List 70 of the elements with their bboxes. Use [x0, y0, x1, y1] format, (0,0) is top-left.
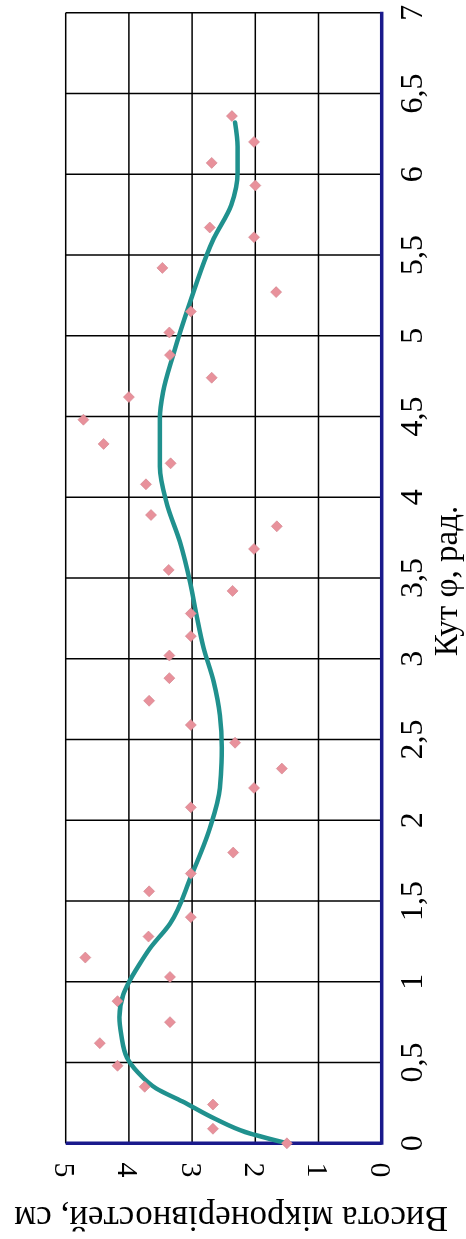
point [163, 326, 176, 339]
point [94, 1037, 106, 1049]
point [226, 585, 239, 597]
point [142, 930, 155, 943]
x-tick-label: 1 [302, 1162, 335, 1178]
y-tick-label: 4,5 [393, 396, 429, 437]
point [143, 885, 155, 898]
point [249, 179, 262, 192]
point [185, 867, 197, 880]
point [163, 672, 176, 684]
x-tick-label: 2 [238, 1162, 272, 1178]
y-tick-label: 5,5 [393, 234, 429, 275]
point [164, 349, 176, 361]
point [270, 286, 282, 298]
point [111, 1059, 124, 1072]
point [227, 846, 239, 859]
y-tick-label: 6,5 [393, 73, 429, 114]
point [270, 520, 283, 533]
point [248, 782, 260, 794]
point [229, 736, 241, 749]
point [185, 630, 197, 642]
point [143, 694, 155, 707]
point [185, 305, 197, 318]
point [276, 762, 288, 775]
y-tick-label: 5 [393, 327, 429, 344]
point [185, 719, 197, 731]
point [164, 457, 177, 470]
y-tick-label: 7 [393, 4, 429, 21]
point [162, 564, 175, 576]
y-tick-label: 4 [393, 489, 429, 506]
point [226, 110, 238, 122]
point [164, 1016, 176, 1028]
x-tick-label: 0 [365, 1162, 399, 1178]
y-tick-label: 6 [393, 166, 429, 183]
y-tick-label: 3,5 [393, 558, 429, 598]
x-tick-label: 5 [49, 1162, 83, 1178]
point [163, 649, 176, 662]
y-tick-label: 2,5 [393, 719, 429, 760]
y-tick-label: 2 [393, 812, 429, 829]
point [185, 801, 197, 814]
point [185, 911, 197, 923]
point [79, 951, 92, 964]
point [77, 413, 90, 426]
point [207, 1122, 219, 1135]
point [248, 543, 260, 555]
point [205, 371, 218, 384]
point [281, 1137, 293, 1150]
y-tick-label: 1 [393, 973, 429, 990]
point [156, 262, 169, 274]
point [205, 157, 218, 169]
point [248, 136, 260, 148]
x-axis-title: Висота мікронерівностей, см [14, 1198, 448, 1238]
y-tick-label: 1,5 [393, 881, 429, 922]
y-tick-label: 3 [393, 650, 429, 667]
y-axis-title: Кут φ, рад. [428, 505, 464, 657]
point [97, 438, 110, 450]
point [248, 231, 260, 243]
point [111, 995, 124, 1007]
y-tick-label: 0,5 [393, 1042, 429, 1083]
y-tick-label: 0 [393, 1135, 429, 1152]
point [207, 1098, 219, 1111]
point [140, 478, 152, 491]
point [123, 391, 135, 403]
x-tick-label: 3 [175, 1162, 209, 1178]
point [204, 221, 216, 234]
point [138, 1080, 151, 1093]
point [185, 607, 197, 620]
point [164, 971, 176, 983]
x-tick-label: 4 [112, 1162, 146, 1178]
point [145, 509, 157, 521]
